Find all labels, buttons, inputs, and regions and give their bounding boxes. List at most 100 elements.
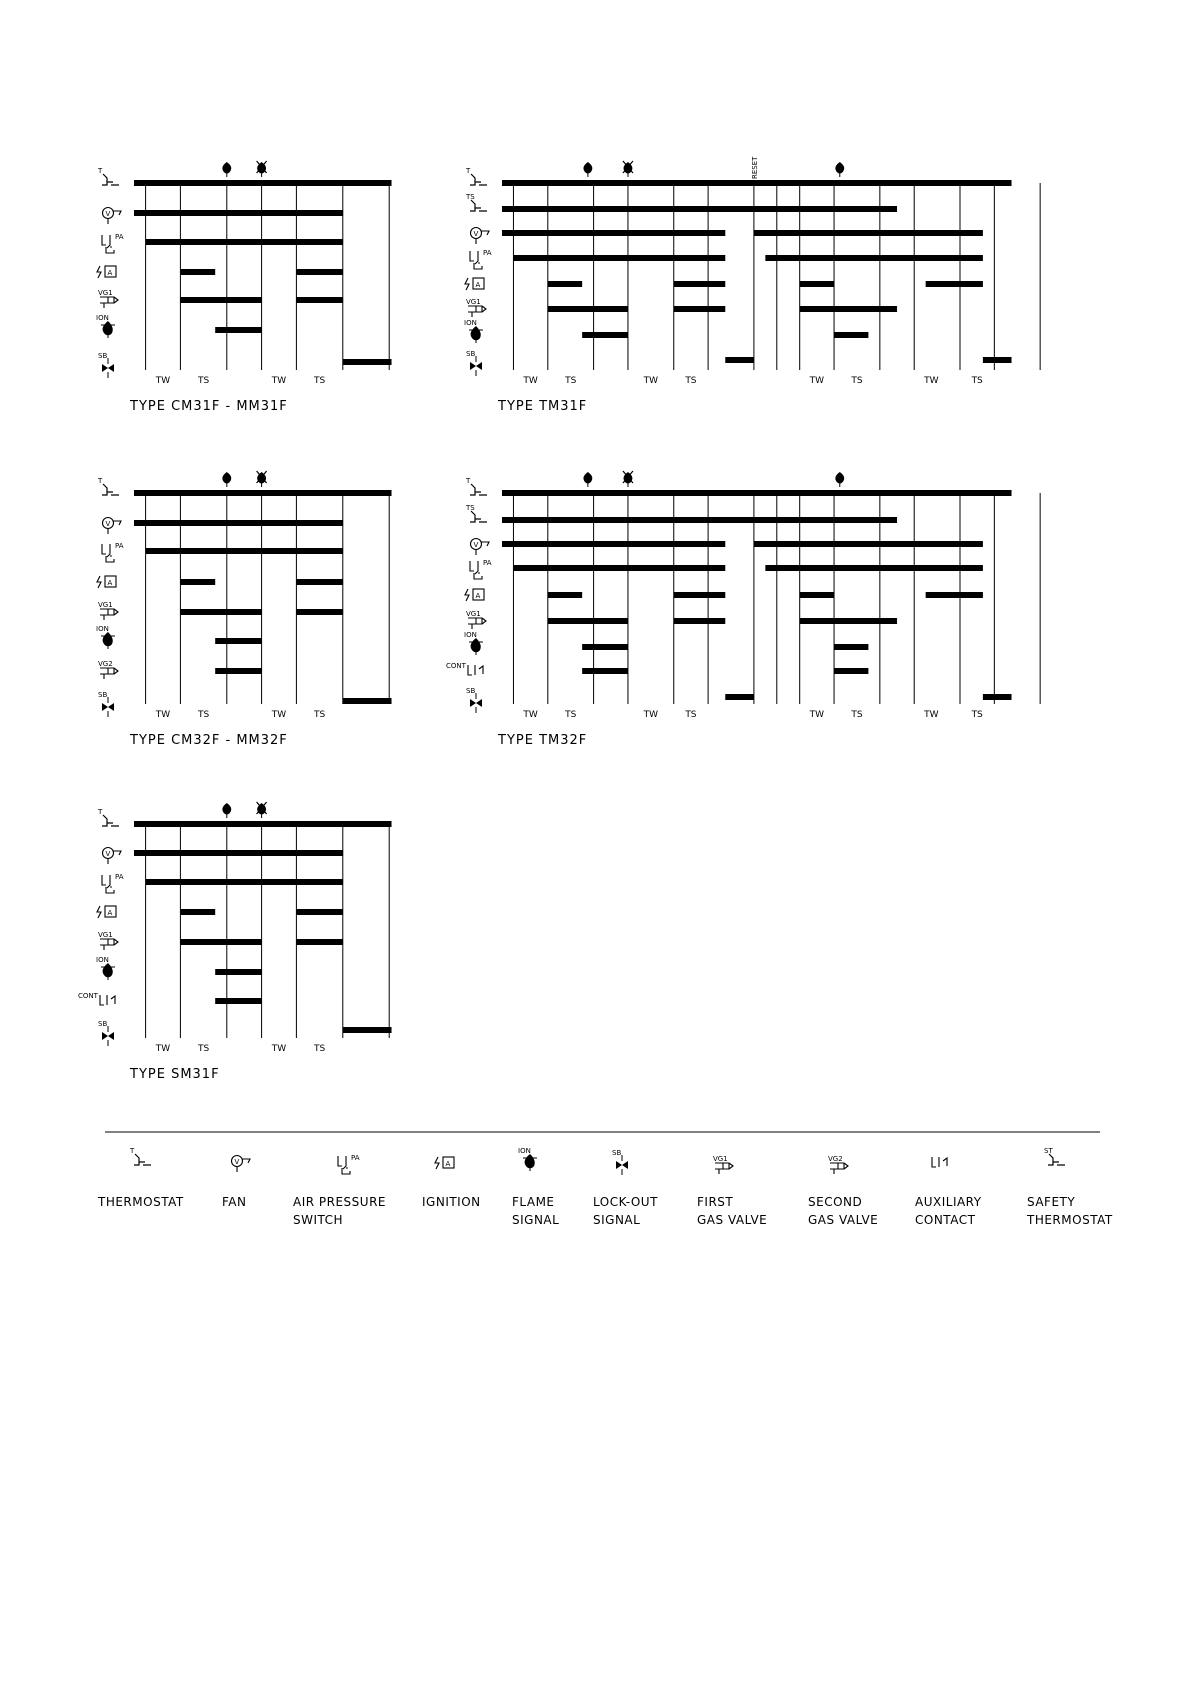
legend-label: FAN — [222, 1195, 247, 1209]
signal-bar-ion — [582, 332, 628, 338]
legend-item-lock-out-signal: SB LOCK-OUT SIGNAL — [593, 1149, 658, 1227]
lock-out-tag: SB — [466, 687, 475, 695]
gas-valve-icon — [468, 617, 487, 629]
ignition-spark-icon — [96, 265, 102, 279]
signal-bar-sb — [982, 694, 1012, 700]
phase-label: TW — [522, 376, 537, 386]
phase-label: TW — [643, 710, 658, 720]
signal-bar-vg1 — [180, 939, 262, 945]
diagram-title: TYPE CM32F - MM32F — [129, 733, 288, 748]
signal-bar-ion — [582, 644, 628, 650]
legend-label-line2: SWITCH — [293, 1213, 343, 1227]
air-pressure-switch-tag: PA — [351, 1154, 360, 1162]
signal-bar-ts — [502, 206, 898, 212]
legend-item-ignition: A IGNITION — [422, 1156, 480, 1209]
ignition-spark-icon — [96, 905, 102, 919]
signal-bar-sb — [725, 694, 754, 700]
thermostat-tag: ST — [1044, 1147, 1053, 1155]
thermostat-tag: T — [97, 808, 103, 816]
signal-bar-vg1 — [180, 609, 262, 615]
signal-bar-fan — [502, 541, 726, 547]
diagram-sm31: T V PA A VG1 ION CONT SB TW TS TW TS TYPE SM31F — [78, 801, 392, 1082]
signal-bar-ign — [180, 269, 216, 275]
air-pressure-switch-tag: PA — [483, 249, 492, 257]
legend-item-safety-thermostat: ST SAFETY THERMOSTAT — [1026, 1147, 1112, 1227]
signal-bar-th — [134, 490, 392, 496]
legend: T THERMOSTAT V FAN PA AIR PRESSURE SWITCH A IGNI… — [97, 1131, 1112, 1227]
signal-bar-ign — [799, 281, 835, 287]
gas-valve-tag: VG1 — [98, 931, 113, 939]
thermostat-tag: TS — [465, 193, 475, 201]
flame-stem — [101, 966, 115, 980]
fan-outlet — [107, 520, 122, 534]
flame-stem — [469, 329, 483, 343]
ignition-spark-icon — [434, 1156, 440, 1170]
signal-bar-ion — [834, 644, 869, 650]
signal-bar-vg1 — [673, 306, 726, 312]
fan-icon — [101, 206, 115, 220]
signal-bar-ign — [673, 592, 726, 598]
signal-bar-cont — [582, 668, 628, 674]
thermostat-icon — [134, 1153, 151, 1166]
flame-tag: ION — [464, 631, 477, 639]
signal-bar-sb — [342, 698, 392, 704]
flame-off-cross — [256, 160, 268, 174]
flame-off-cross — [622, 470, 634, 484]
flame-off-cross — [622, 160, 634, 174]
signal-bar-cont — [834, 668, 869, 674]
flame-on-marker — [222, 162, 232, 174]
phase-label: TW — [809, 710, 824, 720]
legend-label-line2: GAS VALVE — [808, 1213, 878, 1227]
signal-bar-pa — [765, 565, 983, 571]
thermostat-icon — [470, 173, 487, 186]
legend-label-line2: SIGNAL — [593, 1213, 640, 1227]
lock-out-tag: SB — [98, 352, 107, 360]
flame-stem — [101, 324, 115, 338]
thermostat-icon — [102, 173, 119, 186]
signal-bar-vg2 — [215, 668, 262, 674]
flame-stem — [101, 635, 115, 649]
signal-bar-sb — [725, 357, 754, 363]
flame-tag: ION — [96, 956, 109, 964]
gas-valve-tag: VG2 — [98, 660, 113, 668]
signal-bar-ion — [215, 327, 262, 333]
fan-tag: V — [474, 230, 479, 238]
gas-valve-tag: VG1 — [466, 610, 481, 618]
air-pressure-switch-icon — [469, 561, 483, 580]
thermostat-icon — [1048, 1153, 1065, 1166]
phase-label: TS — [313, 710, 325, 720]
legend-label: AIR PRESSURE — [293, 1195, 386, 1209]
gas-valve-icon — [715, 1162, 734, 1174]
reset-label: RESET — [751, 156, 759, 179]
signal-bar-pa — [145, 548, 343, 554]
signal-bar-ign — [925, 592, 983, 598]
lock-out-tag: SB — [612, 1149, 621, 1157]
gas-valve-tag: VG1 — [713, 1155, 728, 1163]
fan-tag: V — [235, 1158, 240, 1166]
gas-valve-tag: VG1 — [98, 289, 113, 297]
gas-valve-tag: VG1 — [466, 298, 481, 306]
phase-label: TW — [271, 376, 286, 386]
fan-icon — [469, 537, 483, 551]
gas-valve-icon — [468, 305, 487, 317]
flame-stem — [523, 1157, 537, 1171]
signal-bar-fan — [753, 541, 983, 547]
ignition-icon — [442, 1156, 455, 1169]
thermostat-icon — [470, 199, 487, 212]
legend-item-fan: V FAN — [222, 1154, 251, 1209]
flame-on-marker — [583, 472, 593, 484]
phase-label: TS — [971, 710, 983, 720]
lock-out-tag: SB — [98, 691, 107, 699]
phase-label: TS — [197, 1044, 209, 1054]
signal-bar-vg1 — [296, 297, 343, 303]
thermostat-icon — [102, 814, 119, 827]
signal-bar-pa — [765, 255, 983, 261]
phase-label: TW — [809, 376, 824, 386]
flame-tag: ION — [518, 1147, 531, 1155]
diagram-cm32: T V PA A VG1 ION VG2 SB TW TS TW TS TYPE CM32F - MM3… — [96, 470, 392, 748]
signal-bar-vg1 — [547, 618, 628, 624]
phase-label: TS — [684, 710, 696, 720]
phase-label: TW — [643, 376, 658, 386]
phase-label: TS — [850, 376, 862, 386]
